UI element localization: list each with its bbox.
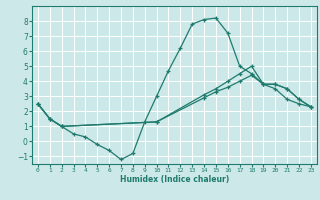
X-axis label: Humidex (Indice chaleur): Humidex (Indice chaleur) [120,175,229,184]
